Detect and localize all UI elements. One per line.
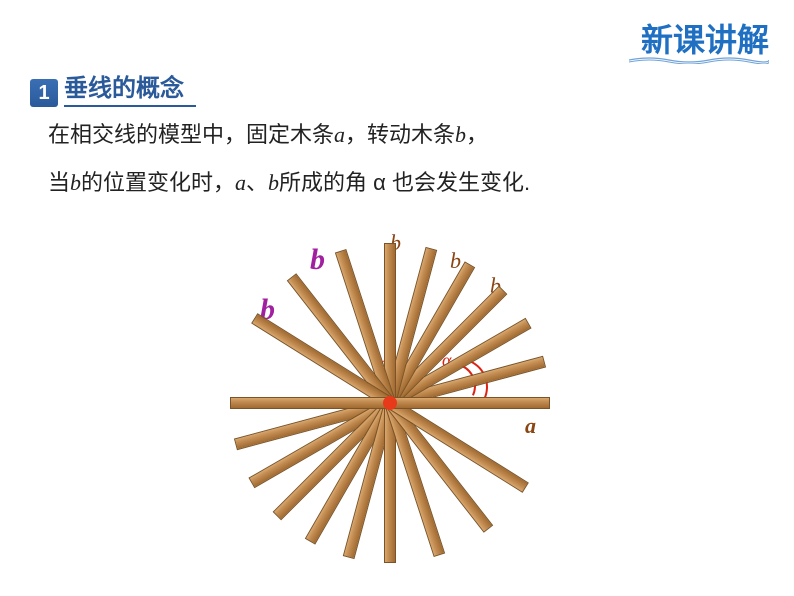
text-segment: 、 xyxy=(246,170,268,195)
section-number-badge: 1 xyxy=(30,79,58,107)
a-label: a xyxy=(525,413,536,439)
text-segment: 在相交线的模型中，固定木条 xyxy=(48,122,334,147)
var-b: b xyxy=(268,170,279,195)
center-pivot-dot xyxy=(383,396,397,410)
rotating-sticks-diagram: ααbbbbba xyxy=(180,218,600,588)
b-label: b xyxy=(310,243,325,277)
section-title: 垂线的概念 xyxy=(64,68,196,107)
body-text-line-1: 在相交线的模型中，固定木条a，转动木条b， xyxy=(48,120,488,151)
text-segment: ， xyxy=(466,122,488,147)
text-segment: 所成的角 α 也会发生变化. xyxy=(279,170,530,195)
var-a: a xyxy=(334,122,345,147)
text-segment: ，转动木条 xyxy=(345,122,455,147)
var-b: b xyxy=(70,170,81,195)
section-header: 1 垂线的概念 xyxy=(30,68,196,107)
text-segment: 当 xyxy=(48,170,70,195)
body-text-line-2: 当b的位置变化时，a、b所成的角 α 也会发生变化. xyxy=(48,168,530,199)
var-b: b xyxy=(455,122,466,147)
page-header-title: 新课讲解 xyxy=(641,15,769,61)
var-a: a xyxy=(235,170,246,195)
text-segment: 的位置变化时， xyxy=(81,170,235,195)
header-underline-decoration xyxy=(629,56,769,64)
